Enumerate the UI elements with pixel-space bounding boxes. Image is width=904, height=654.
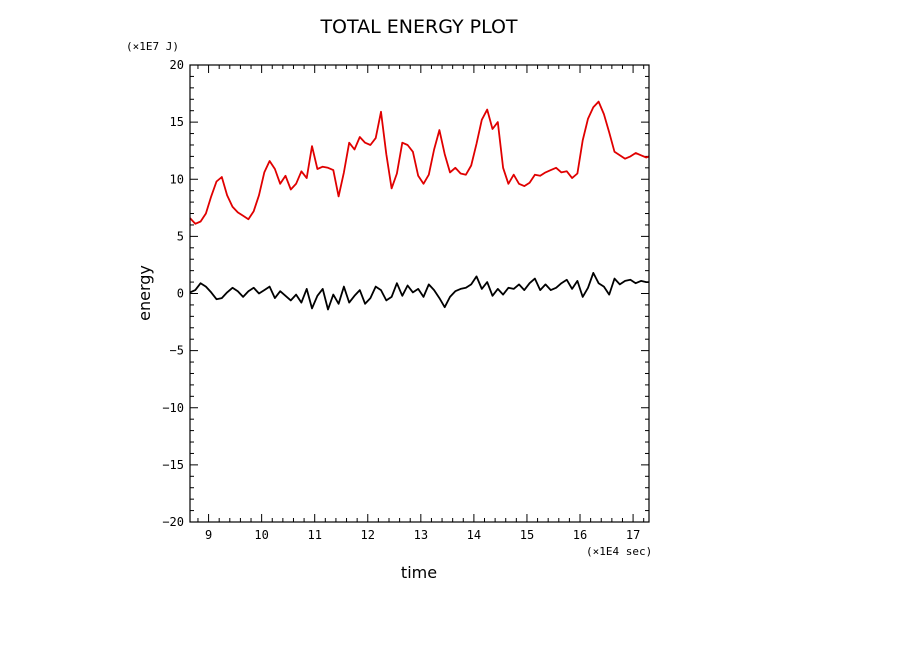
axis-ticks: 20 15 10 5 0 −5 −10 −15 −20 9 10 11 12 13 14 15 16 17 [162, 58, 649, 542]
x-tick-label: 15 [520, 528, 534, 542]
x-axis-label: time [401, 563, 437, 582]
x-tick-label: 12 [361, 528, 375, 542]
x-tick-label: 16 [573, 528, 587, 542]
plot-frame [189, 64, 650, 523]
y-tick-label: −20 [162, 515, 184, 529]
y-unit-label: (×1E7 J) [126, 40, 179, 53]
y-tick-label: −5 [170, 344, 184, 358]
y-tick-label: −10 [162, 401, 184, 415]
data-series [189, 100, 650, 311]
y-axis-label: energy [135, 265, 154, 321]
y-tick-label: 5 [177, 229, 184, 243]
chart-title: TOTAL ENERGY PLOT [319, 16, 517, 38]
x-tick-label: 10 [254, 528, 268, 542]
y-tick-label: 0 [177, 287, 184, 301]
series-line-black [189, 271, 649, 311]
x-tick-label: 13 [414, 528, 428, 542]
x-tick-label: 9 [205, 528, 212, 542]
x-tick-label: 17 [626, 528, 640, 542]
y-tick-label: −15 [162, 458, 184, 472]
x-tick-label: 11 [307, 528, 321, 542]
y-tick-label: 10 [170, 172, 184, 186]
x-unit-label: (×1E4 sec) [586, 545, 652, 558]
y-tick-label: 20 [170, 58, 184, 72]
x-tick-label: 14 [467, 528, 481, 542]
y-tick-label: 15 [170, 115, 184, 129]
series-line-red [189, 100, 650, 225]
